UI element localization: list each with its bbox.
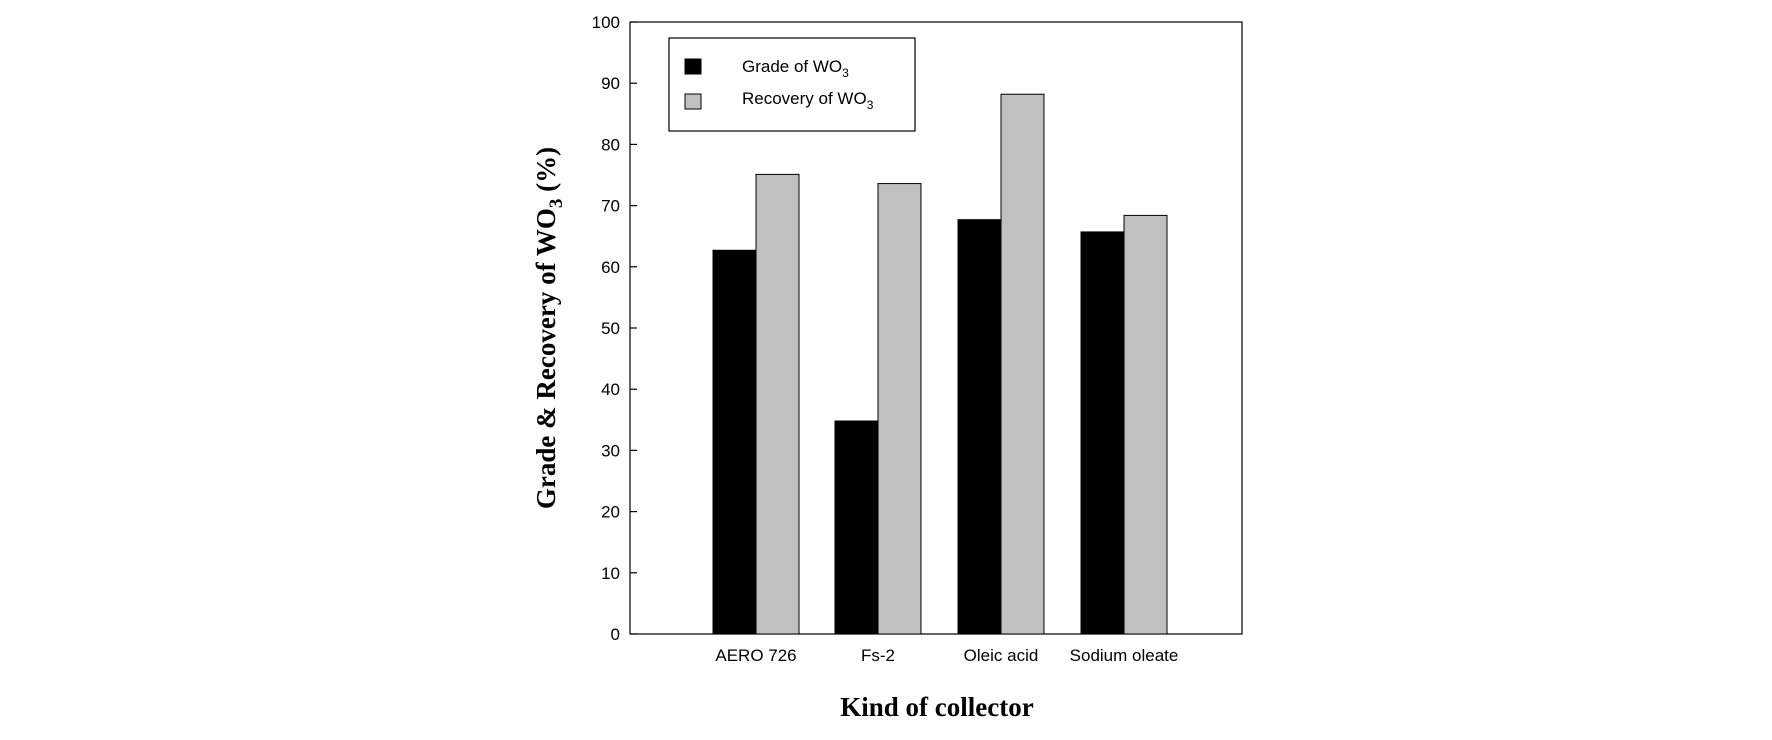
legend-label-grade: Grade of WO3 [742,57,849,80]
bar-recovery-fs-2 [877,183,922,635]
legend-label-grade-main: Grade of WO [742,57,842,76]
y-axis-title-suffix: (%) [531,147,561,199]
y-tick-label: 100 [592,13,620,32]
legend: Grade of WO3 Recovery of WO3 [668,37,916,132]
x-axis: AERO 726 Fs-2 Oleic acid Sodium oleate [715,646,1178,665]
y-tick-label: 0 [611,625,620,644]
y-axis-title-main: Grade & Recovery of WO [531,208,561,509]
y-tick-label: 10 [601,564,620,583]
y-axis-title: Grade & Recovery of WO3 (%) [531,147,567,509]
legend-label-recovery: Recovery of WO3 [742,89,874,112]
x-tick-label: AERO 726 [715,646,796,665]
y-tick-label: 90 [601,74,620,93]
x-tick-label: Sodium oleate [1070,646,1179,665]
bar-grade-sodium-oleate [1080,231,1125,635]
legend-swatch-grade [684,58,702,75]
legend-label-recovery-main: Recovery of WO [742,89,867,108]
bar-recovery-oleic-acid [1000,93,1045,635]
y-tick-label: 70 [601,197,620,216]
legend-label-recovery-subscript: 3 [867,98,874,112]
bar-recovery-sodium-oleate [1123,214,1168,635]
y-axis: 0 10 20 30 40 50 60 70 80 90 100 [592,13,637,644]
y-tick-label: 20 [601,503,620,522]
bar-grade-fs-2 [834,420,879,635]
y-tick-label: 50 [601,319,620,338]
y-tick-label: 40 [601,380,620,399]
bars-group [712,93,1168,635]
bar-grade-oleic-acid [957,219,1002,635]
bar-recovery-aero-726 [755,173,800,635]
y-tick-label: 30 [601,441,620,460]
legend-box [668,37,916,132]
legend-swatch-recovery [684,93,702,110]
x-tick-label: Oleic acid [964,646,1039,665]
x-axis-title: Kind of collector [840,692,1033,722]
y-tick-label: 60 [601,258,620,277]
y-tick-label: 80 [601,135,620,154]
y-axis-title-subscript: 3 [546,199,567,209]
x-tick-label: Fs-2 [861,646,895,665]
bar-grade-aero-726 [712,249,757,635]
legend-label-grade-subscript: 3 [842,66,849,80]
